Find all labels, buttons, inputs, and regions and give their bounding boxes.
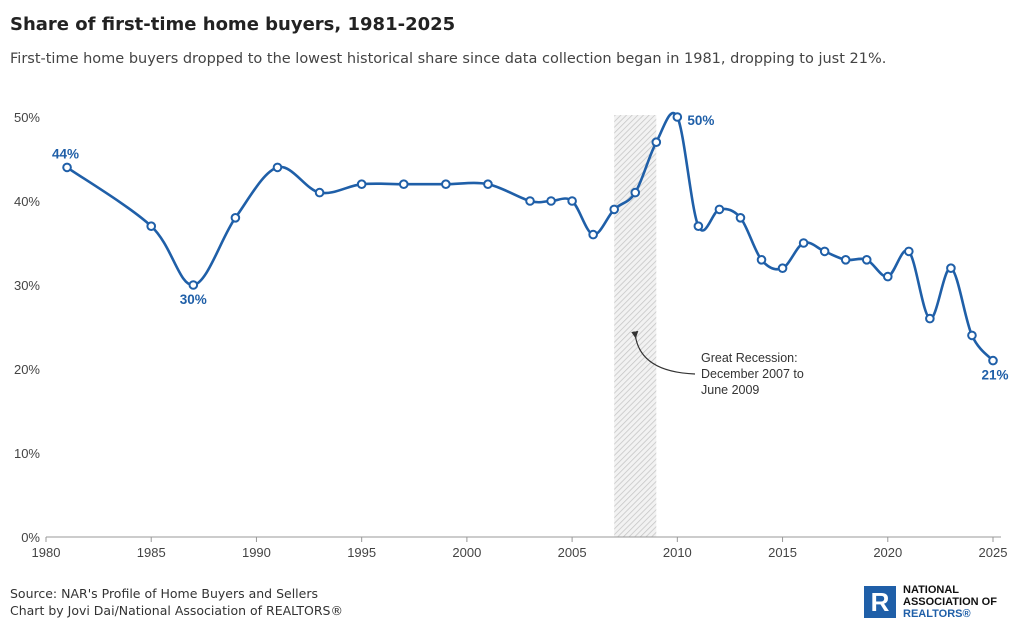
- logo-line: ASSOCIATION OF: [903, 596, 997, 608]
- logo-line: NATIONAL: [903, 584, 960, 596]
- logo-mark: R: [864, 586, 896, 618]
- logo-line: REALTORS®: [903, 608, 971, 620]
- x-tick-label: 1980: [32, 545, 61, 560]
- data-point: [230, 213, 241, 223]
- nar-logo: R NATIONAL ASSOCIATION OF REALTORS®: [864, 584, 997, 620]
- data-point: [756, 254, 767, 265]
- data-point: [819, 246, 830, 257]
- data-point: [62, 162, 72, 173]
- y-tick-label: 50%: [14, 110, 40, 125]
- data-point: [588, 229, 598, 240]
- y-tick-label: 20%: [14, 362, 40, 377]
- data-point: [988, 355, 998, 366]
- y-tick-label: 10%: [14, 446, 40, 461]
- data-point: [483, 179, 493, 189]
- x-tick-label: 1990: [242, 545, 271, 560]
- x-tick-label: 2020: [873, 545, 902, 560]
- y-tick-label: 40%: [14, 194, 40, 209]
- data-point: [861, 254, 872, 265]
- data-point: [398, 179, 409, 189]
- data-point: [356, 179, 367, 189]
- credit-note: Chart by Jovi Dai/National Association o…: [10, 603, 343, 618]
- data-point: [777, 263, 788, 274]
- data-point: [925, 313, 935, 324]
- data-point: [146, 221, 157, 231]
- data-label: 21%: [981, 368, 1008, 383]
- x-tick-label: 2000: [452, 545, 481, 560]
- series-line: [66, 111, 994, 362]
- data-point: [272, 162, 283, 173]
- x-tick-label: 2005: [558, 545, 587, 560]
- annotation-text: Great Recession:: [701, 351, 798, 365]
- annotation-arrow: [631, 330, 696, 375]
- data-point: [630, 187, 641, 198]
- data-point: [693, 221, 704, 231]
- data-point: [672, 112, 683, 122]
- data-point: [314, 187, 325, 198]
- chart-subtitle: First-time home buyers dropped to the lo…: [10, 51, 887, 67]
- data-label: 44%: [52, 146, 79, 161]
- data-point: [651, 137, 662, 147]
- data-point: [525, 196, 535, 206]
- data-point: [882, 271, 893, 282]
- y-tick-label: 30%: [14, 278, 40, 293]
- data-point: [546, 196, 556, 206]
- data-point: [946, 263, 956, 274]
- data-point: [798, 238, 809, 248]
- x-tick-label: 2010: [663, 545, 692, 560]
- data-point: [735, 213, 746, 223]
- data-point: [609, 204, 620, 215]
- annotation-text: June 2009: [701, 383, 759, 397]
- data-point: [188, 280, 199, 290]
- x-tick-label: 2015: [768, 545, 797, 560]
- data-point: [840, 254, 851, 265]
- x-tick-label: 1985: [137, 545, 166, 560]
- data-point: [441, 179, 451, 189]
- data-point: [967, 330, 977, 341]
- x-tick-label: 2025: [979, 545, 1008, 560]
- x-tick-label: 1995: [347, 545, 376, 560]
- data-point: [714, 204, 725, 215]
- data-point: [904, 246, 914, 257]
- annotation-text: December 2007 to: [701, 367, 804, 381]
- data-point: [567, 196, 577, 206]
- data-label: 50%: [687, 113, 714, 128]
- data-label: 30%: [180, 292, 207, 307]
- y-tick-label: 0%: [21, 530, 40, 545]
- source-note: Source: NAR's Profile of Home Buyers and…: [10, 586, 318, 601]
- recession-band: [614, 115, 657, 537]
- chart-title: Share of first-time home buyers, 1981-20…: [10, 14, 456, 35]
